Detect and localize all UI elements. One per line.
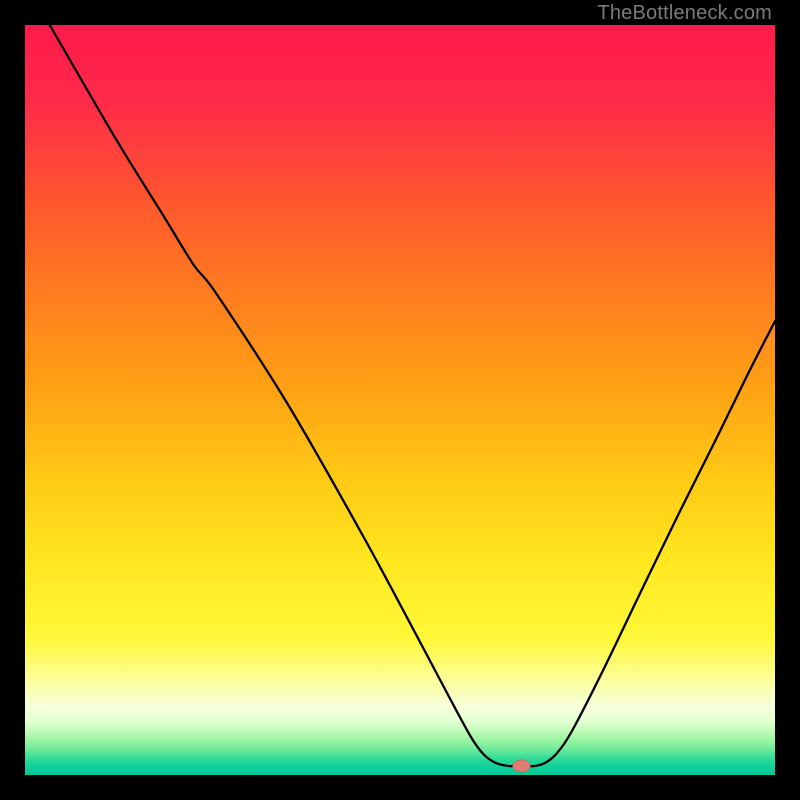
watermark-text: TheBottleneck.com: [597, 2, 772, 25]
plot-area: [25, 25, 775, 775]
bottleneck-curve: [25, 25, 775, 775]
